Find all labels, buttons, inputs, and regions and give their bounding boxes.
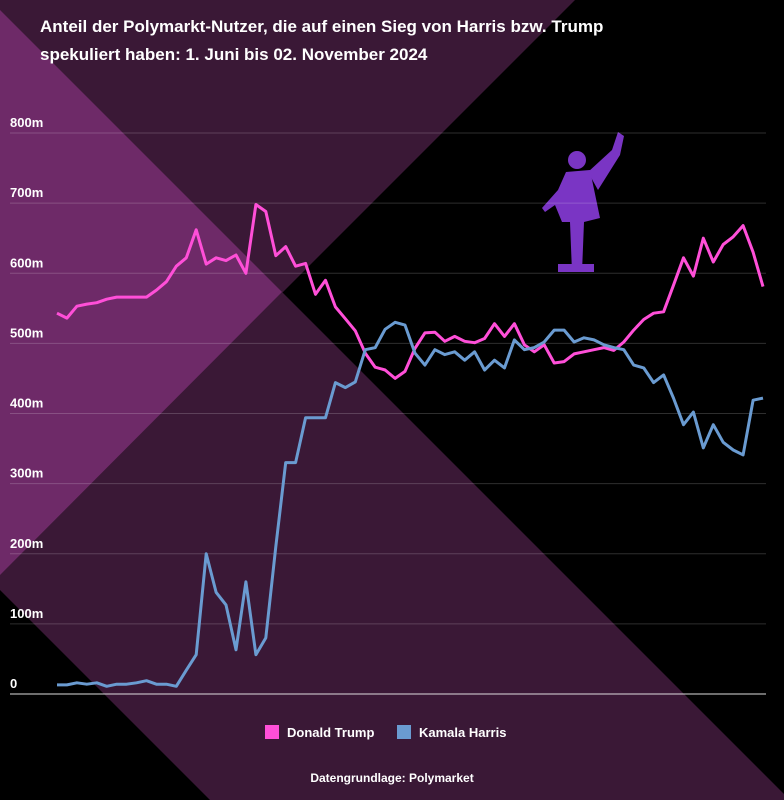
lines: [56, 203, 765, 688]
trump-icon: [542, 132, 624, 272]
band: [0, 10, 282, 575]
legend-swatch: [397, 725, 411, 739]
source: Datengrundlage: Polymarket: [310, 771, 473, 785]
title-line: spekuliert haben: 1. Juni bis 02. Novemb…: [40, 45, 428, 64]
y-tick-label: 600m: [10, 255, 43, 270]
title-line: Anteil der Polymarkt-Nutzer, die auf ein…: [40, 17, 603, 36]
y-tick-label: 500m: [10, 325, 43, 340]
y-tick-label: 400m: [10, 396, 43, 411]
grid: 0 100m 200m 300m 400m 500m 600m 700m 800m: [10, 115, 766, 695]
y-tick-label: 100m: [10, 606, 43, 621]
y-tick-label: 800m: [10, 115, 43, 130]
legend-label: Kamala Harris: [419, 725, 506, 740]
y-tick-label: 0: [10, 676, 17, 691]
legend: Donald Trump Kamala Harris: [265, 725, 506, 740]
series-line: [57, 320, 764, 688]
series-line: [56, 203, 765, 380]
y-tick-label: 700m: [10, 185, 43, 200]
legend-swatch: [265, 725, 279, 739]
legend-label: Donald Trump: [287, 725, 374, 740]
y-tick-label: 300m: [10, 466, 43, 481]
chart-title: Anteil der Polymarkt-Nutzer, die auf ein…: [40, 17, 603, 64]
y-tick-label: 200m: [10, 536, 43, 551]
